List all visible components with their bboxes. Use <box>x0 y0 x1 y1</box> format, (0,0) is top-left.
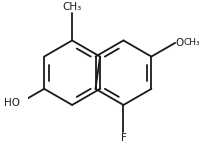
Text: CH₃: CH₃ <box>62 2 82 12</box>
Text: CH₃: CH₃ <box>183 38 200 47</box>
Text: HO: HO <box>4 97 20 108</box>
Text: F: F <box>121 133 126 143</box>
Text: O: O <box>176 38 184 48</box>
